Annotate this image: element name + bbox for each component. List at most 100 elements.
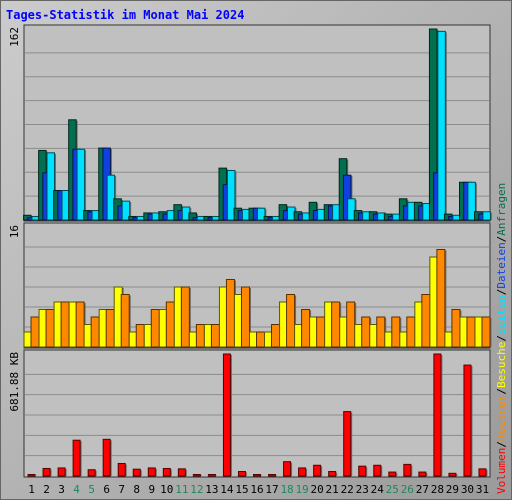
- panel-volume: 681.88 KB: [8, 349, 491, 478]
- bar-volumen-6: [102, 438, 111, 477]
- bar-rechner-15: [240, 286, 250, 348]
- x-axis-labels: 1 2 3 4 5 6 7 8 9 10 11 12 13 14 15 16 17 18 19 20 21 22 23 24 2…: [28, 483, 489, 496]
- bar-volumen-16: [253, 474, 261, 477]
- bar-rechner-1: [30, 316, 40, 348]
- bar-volumen-23: [358, 465, 367, 477]
- bar-rechner-31: [481, 316, 491, 348]
- bar-rechner-4: [75, 301, 85, 348]
- panel-hits: 162: [8, 24, 492, 222]
- x-label-31: 31: [476, 483, 489, 496]
- x-label-19: 19: [295, 483, 308, 496]
- bar-rechner-19: [301, 309, 311, 348]
- x-label-7: 7: [118, 483, 125, 496]
- bar-rechner-20: [316, 316, 326, 348]
- panel-visits-ymax-label: 16: [8, 225, 21, 238]
- bar-volumen-5: [87, 469, 96, 477]
- bar-rechner-25: [391, 316, 401, 348]
- bar-seiten-14: [226, 169, 236, 221]
- bar-seiten-7: [121, 200, 131, 221]
- x-label-26: 26: [401, 483, 414, 496]
- legend: Volumen/Rechner/Besuche/Seiten/Dateien/A…: [495, 183, 508, 494]
- panel-volume-ymax-label: 681.88 KB: [8, 352, 21, 412]
- x-label-23: 23: [356, 483, 369, 496]
- bar-volumen-8: [132, 468, 141, 477]
- x-label-15: 15: [235, 483, 248, 496]
- x-label-5: 5: [88, 483, 95, 496]
- x-label-8: 8: [133, 483, 140, 496]
- bar-rechner-29: [451, 309, 461, 348]
- bar-rechner-2: [45, 309, 55, 348]
- x-label-9: 9: [148, 483, 155, 496]
- bar-volumen-14: [222, 353, 231, 477]
- legend-separator: /: [495, 441, 508, 448]
- legend-separator: /: [495, 388, 508, 395]
- bar-rechner-10: [165, 301, 175, 348]
- legend-text: Volumen/Rechner/Besuche/Seiten/Dateien/A…: [495, 183, 508, 494]
- bar-rechner-6: [105, 309, 115, 348]
- bar-volumen-22: [343, 411, 352, 477]
- bar-rechner-28: [436, 249, 446, 348]
- x-label-27: 27: [416, 483, 429, 496]
- bar-volumen-11: [177, 468, 186, 477]
- bar-rechner-3: [60, 301, 70, 348]
- bar-volumen-17: [268, 474, 277, 477]
- x-label-2: 2: [43, 483, 50, 496]
- bar-seiten-16: [256, 207, 266, 221]
- bar-rechner-14: [225, 279, 235, 348]
- bar-volumen-29: [448, 472, 457, 477]
- bar-rechner-7: [120, 294, 130, 348]
- bar-rechner-26: [406, 316, 416, 348]
- bar-rechner-30: [466, 316, 476, 348]
- bar-volumen-25: [388, 471, 397, 477]
- bar-volumen-1: [27, 474, 36, 477]
- bar-rechner-9: [150, 309, 160, 348]
- bar-rechner-11: [180, 286, 190, 348]
- bar-rechner-17: [271, 324, 281, 348]
- legend-item-volumen: Volumen: [495, 448, 508, 494]
- bar-rechner-22: [346, 301, 356, 348]
- bar-volumen-12: [192, 474, 201, 477]
- bar-seiten-28: [437, 30, 446, 221]
- bar-rechner-13: [210, 324, 220, 348]
- x-label-30: 30: [461, 483, 474, 496]
- x-label-22: 22: [341, 483, 354, 496]
- bar-volumen-2: [42, 467, 51, 477]
- x-label-20: 20: [311, 483, 324, 496]
- chart-title: Tages-Statistik im Monat Mai 2024: [6, 8, 244, 22]
- bar-volumen-21: [328, 471, 337, 477]
- chart-panels: 162 16 681.88 KB: [8, 24, 492, 478]
- bar-seiten-4: [76, 148, 86, 221]
- bar-rechner-21: [331, 301, 341, 348]
- x-label-3: 3: [58, 483, 65, 496]
- bar-volumen-28: [433, 353, 442, 477]
- x-label-11: 11: [175, 483, 188, 496]
- bar-seiten-22: [347, 198, 356, 221]
- x-label-28: 28: [431, 483, 444, 496]
- x-label-1: 1: [28, 483, 35, 496]
- bar-volumen-4: [72, 439, 81, 477]
- x-label-25: 25: [386, 483, 399, 496]
- panel-volume-area: [23, 349, 491, 478]
- x-label-13: 13: [205, 483, 218, 496]
- bar-volumen-7: [117, 462, 126, 477]
- x-label-6: 6: [103, 483, 110, 496]
- x-label-18: 18: [280, 483, 293, 496]
- bar-volumen-31: [478, 468, 487, 477]
- legend-item-dateien: Dateien: [495, 242, 508, 288]
- bar-volumen-13: [207, 474, 216, 477]
- legend-separator: /: [495, 335, 508, 342]
- bar-volumen-9: [147, 467, 156, 477]
- legend-separator: /: [495, 236, 508, 243]
- legend-item-seiten: Seiten: [495, 295, 508, 335]
- legend-item-anfragen: Anfragen: [495, 183, 508, 236]
- bar-seiten-30: [467, 181, 476, 221]
- bar-volumen-20: [313, 464, 322, 477]
- panel-hits-area: [23, 24, 491, 222]
- panel-hits-ymax-label: 162: [8, 27, 21, 47]
- bar-rechner-18: [286, 294, 296, 348]
- bar-volumen-15: [237, 471, 246, 477]
- bar-rechner-24: [376, 316, 386, 348]
- bar-rechner-8: [135, 324, 145, 348]
- bar-volumen-30: [463, 364, 472, 477]
